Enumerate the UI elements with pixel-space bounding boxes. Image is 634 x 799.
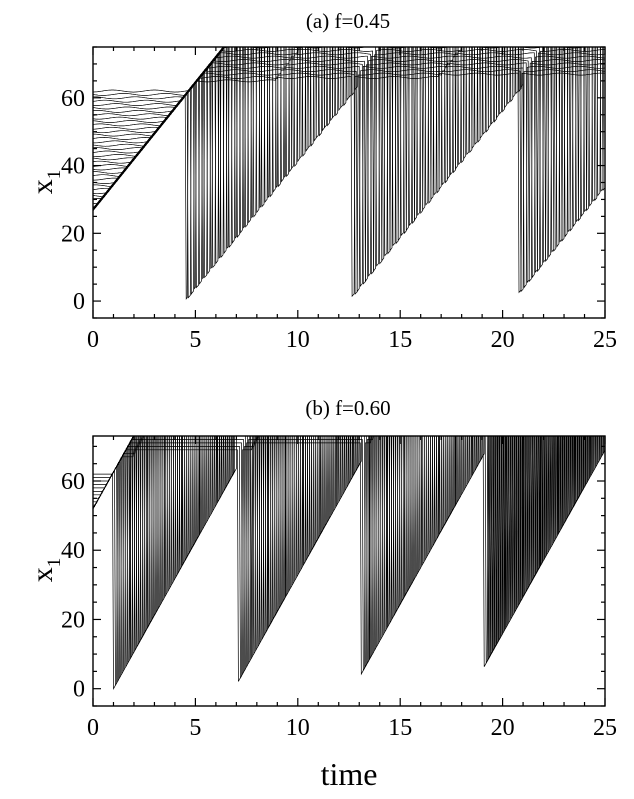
trajectory-line: [93, 436, 498, 680]
x-tick-label: 20: [491, 327, 515, 353]
panel-b-ylabel: x1: [26, 558, 65, 583]
panel-a-axes: 0 5 10 15 20 25 0 20 40 60: [61, 46, 617, 353]
trajectory-line: [93, 436, 556, 575]
trajectory-line: [93, 47, 508, 113]
panel-b-title: (b) f=0.60: [305, 396, 390, 420]
x-tick-label: 15: [388, 327, 412, 353]
plot-frame: [92, 435, 606, 707]
trajectory-line: [93, 436, 496, 682]
trajectory-line: [93, 47, 522, 97]
x-tick-label: 10: [286, 715, 310, 741]
trajectory-line: [93, 47, 514, 107]
x-tick-label: 25: [593, 715, 617, 741]
x-tick-label: 0: [87, 715, 99, 741]
x-tick-label: 10: [286, 327, 310, 353]
panel-b-traces: [93, 436, 605, 691]
y-tick-label: 60: [61, 86, 85, 112]
panel-a-traces: [93, 47, 605, 300]
x-tick-label: 15: [388, 715, 412, 741]
y-tick-label: 40: [61, 538, 85, 564]
panel-b-axes: 0 5 10 15 20 25 0 20 40 60: [61, 435, 617, 741]
trajectory-line: [93, 47, 524, 93]
x-axis-label: time: [321, 756, 378, 792]
x-tick-label: 20: [491, 715, 515, 741]
y-tick-label: 20: [61, 221, 85, 247]
x-tick-label: 0: [87, 327, 99, 353]
trajectory-line: [93, 47, 511, 110]
x-tick-label: 5: [189, 327, 201, 353]
y-tick-label: 0: [73, 289, 85, 315]
trajectory-line: [93, 436, 527, 628]
y-tick-label: 20: [61, 607, 85, 633]
panel-b: (b) f=0.60 0 5 10 15 20 25 0 20 40 60 x1: [26, 396, 617, 741]
trajectory-line: [93, 436, 602, 492]
trajectory-line: [93, 47, 519, 100]
y-tick-label: 60: [61, 469, 85, 495]
x-tick-label: 5: [189, 715, 201, 741]
panel-a-ylabel: x1: [26, 170, 65, 195]
panel-a: (a) f=0.45 0 5 10 15 20 25 0 20 40 60 x1: [26, 9, 617, 353]
panel-a-title: (a) f=0.45: [306, 9, 390, 33]
x-tick-label: 25: [593, 327, 617, 353]
y-tick-label: 0: [73, 677, 85, 703]
y-tick-label: 40: [61, 154, 85, 180]
trajectory-line: [93, 436, 522, 637]
